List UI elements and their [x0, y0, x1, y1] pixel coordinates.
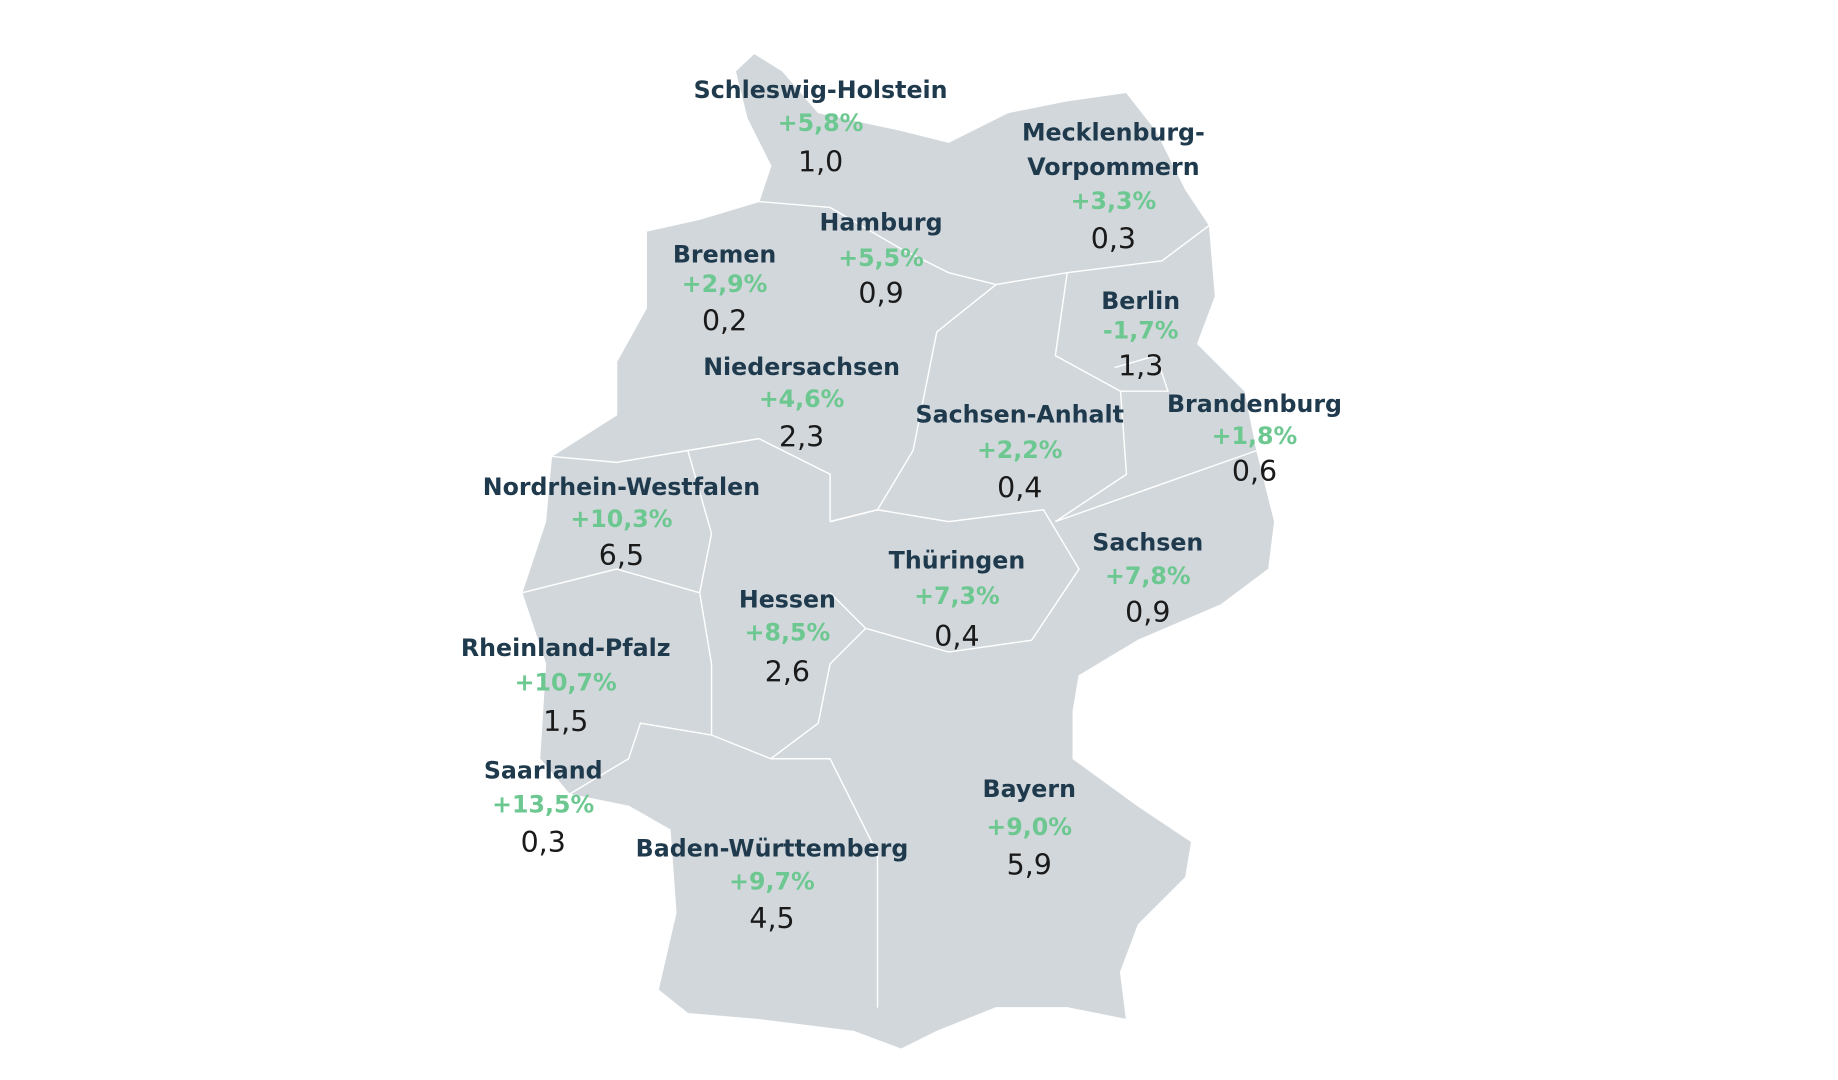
- region-value: 2,6: [765, 655, 810, 688]
- region-value: 0,9: [858, 277, 903, 310]
- region-name: Sachsen: [1092, 529, 1203, 557]
- region-name: Schleswig-Holstein: [694, 76, 948, 104]
- region-change: +2,2%: [977, 436, 1063, 464]
- region-value: 6,5: [599, 539, 644, 572]
- region-name: Baden-Württemberg: [636, 835, 909, 863]
- region-change: +8,5%: [745, 619, 831, 647]
- region-value: 1,5: [543, 705, 588, 738]
- region-change: +3,3%: [1071, 187, 1157, 215]
- region-change: -1,7%: [1103, 316, 1179, 344]
- labels: Schleswig-Holstein +5,8% 1,0 Mecklenburg- Vo…: [461, 76, 1342, 935]
- region-name: Bremen: [673, 241, 776, 269]
- region-name: Mecklenburg-: [1022, 118, 1205, 146]
- region-value: 0,6: [1232, 455, 1277, 488]
- region-name: Rheinland-Pfalz: [461, 634, 671, 662]
- state-borders: [521, 200, 1258, 1008]
- region-name: Berlin: [1101, 287, 1180, 315]
- region-name: Brandenburg: [1167, 390, 1342, 418]
- region-name: Sachsen-Anhalt: [916, 401, 1124, 429]
- region-value: 1,3: [1118, 350, 1163, 383]
- region-value: 1,0: [798, 146, 843, 179]
- region-change: +7,3%: [914, 582, 1000, 610]
- region-value: 0,3: [521, 826, 566, 859]
- region-name: Vorpommern: [1027, 153, 1199, 181]
- region-change: +9,7%: [729, 868, 815, 896]
- region-change: +2,9%: [682, 270, 768, 298]
- region-change: +10,7%: [515, 669, 617, 697]
- region-value: 0,9: [1125, 596, 1170, 629]
- region-value: 5,9: [1007, 849, 1052, 882]
- region-change: +4,6%: [759, 385, 845, 413]
- region-change: +9,0%: [986, 813, 1072, 841]
- region-name: Saarland: [484, 756, 603, 784]
- region-change: +7,8%: [1105, 562, 1191, 590]
- region-value: 0,3: [1091, 223, 1136, 256]
- region-name: Thüringen: [889, 546, 1026, 574]
- region-change: +10,3%: [570, 505, 672, 533]
- region-change: +5,8%: [778, 109, 864, 137]
- region-change: +1,8%: [1212, 422, 1298, 450]
- germany-outline: [521, 52, 1276, 1050]
- region-name: Hamburg: [820, 209, 943, 237]
- region-name: Niedersachsen: [703, 353, 900, 381]
- region-value: 0,4: [997, 472, 1042, 505]
- region-value: 2,3: [779, 421, 824, 454]
- region-value: 4,5: [749, 902, 794, 935]
- region-name: Hessen: [739, 586, 836, 614]
- region-name: Bayern: [983, 775, 1076, 803]
- region-value: 0,4: [934, 620, 979, 653]
- region-change: +13,5%: [492, 791, 594, 819]
- region-change: +5,5%: [838, 244, 924, 272]
- region-value: 0,2: [702, 304, 747, 337]
- region-name: Nordrhein-Westfalen: [483, 473, 760, 501]
